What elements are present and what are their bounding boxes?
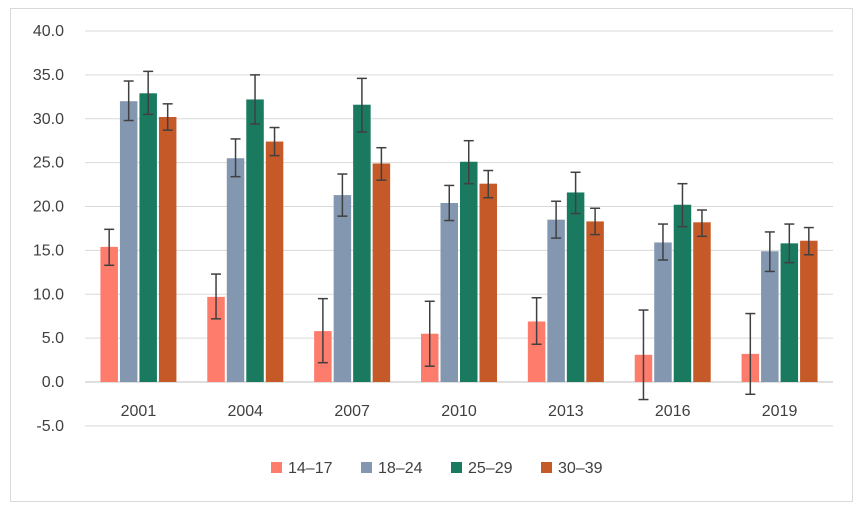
legend-label: 25–29: [468, 460, 513, 477]
error-bar: [803, 226, 814, 256]
y-tick-label: 25.0: [33, 155, 64, 172]
bar: [158, 116, 177, 383]
x-axis-tick-labels: 2001 2004 2007 2010 2013 2016 2019: [121, 403, 798, 420]
error-bar: [424, 300, 435, 367]
legend-swatch: [271, 462, 282, 473]
bar: [547, 219, 565, 382]
error-bar: [784, 223, 795, 264]
bar: [800, 240, 818, 382]
y-tick-label: 10.0: [33, 286, 64, 303]
bar: [265, 141, 284, 382]
error-bars: [104, 70, 814, 401]
legend-item: 14–17: [271, 460, 333, 477]
bar: [353, 104, 371, 383]
error-bar: [463, 139, 474, 185]
bar: [780, 243, 799, 382]
y-tick-label: 30.0: [33, 111, 64, 128]
error-bar: [211, 273, 222, 320]
bar: [479, 183, 497, 382]
legend-item: 30–39: [541, 460, 603, 477]
gridlines: [85, 30, 833, 427]
bar: [333, 195, 352, 382]
x-tick-label: 2001: [121, 403, 157, 420]
x-tick-label: 2010: [441, 403, 477, 420]
bar: [372, 163, 391, 382]
bar: [654, 242, 672, 382]
legend-label: 14–17: [288, 460, 333, 477]
error-bar: [356, 77, 367, 133]
error-bar: [337, 173, 348, 217]
error-bar: [570, 171, 581, 215]
error-bar: [677, 182, 688, 228]
bar: [119, 101, 138, 382]
error-bar: [696, 209, 707, 238]
bar: [566, 192, 585, 382]
legend-swatch: [361, 462, 372, 473]
bar: [440, 202, 458, 382]
error-bar: [657, 223, 668, 261]
error-bar: [590, 207, 601, 236]
legend-item: 25–29: [451, 460, 513, 477]
error-bar: [143, 70, 154, 116]
y-axis-tick-labels: 40.0 35.0 30.0 25.0 20.0 15.0 10.0 5.0 0.0 -5.0: [33, 23, 64, 435]
error-bar: [376, 146, 387, 181]
y-tick-label: 0.0: [42, 374, 64, 391]
x-tick-label: 2013: [548, 403, 584, 420]
error-bar: [317, 297, 328, 364]
legend: 14–17 18–24 25–29 30–39: [271, 460, 603, 477]
x-tick-label: 2019: [762, 403, 798, 420]
y-tick-label: 20.0: [33, 199, 64, 216]
error-bar: [123, 80, 134, 122]
bar: [246, 99, 264, 382]
bar: [586, 221, 604, 382]
y-tick-label: -5.0: [36, 418, 64, 435]
error-bar: [269, 126, 280, 157]
x-tick-label: 2007: [334, 403, 370, 420]
error-bar: [483, 169, 494, 199]
error-bar: [745, 312, 756, 396]
bar: [100, 246, 118, 382]
bar: [761, 251, 779, 382]
legend-swatch: [451, 462, 462, 473]
error-bar: [551, 200, 562, 239]
error-bar: [638, 309, 649, 401]
error-bar: [250, 74, 261, 125]
error-bar: [104, 228, 115, 267]
error-bar: [531, 297, 542, 346]
legend-label: 30–39: [558, 460, 603, 477]
y-tick-label: 5.0: [42, 330, 64, 347]
bar: [527, 321, 546, 382]
y-tick-label: 15.0: [33, 242, 64, 259]
error-bar: [764, 231, 775, 273]
bar: [139, 93, 157, 383]
bar: [673, 204, 692, 382]
y-tick-label: 40.0: [33, 23, 64, 40]
bar: [226, 158, 245, 382]
error-bar: [162, 103, 173, 131]
legend-label: 18–24: [378, 460, 423, 477]
error-bar: [444, 184, 455, 222]
x-tick-label: 2016: [655, 403, 691, 420]
bar: [460, 161, 478, 382]
legend-swatch: [541, 462, 552, 473]
x-tick-label: 2004: [227, 403, 263, 420]
bar: [693, 222, 711, 382]
legend-item: 18–24: [361, 460, 423, 477]
bars: [100, 93, 818, 383]
error-bar: [230, 138, 241, 178]
y-tick-label: 35.0: [33, 67, 64, 84]
